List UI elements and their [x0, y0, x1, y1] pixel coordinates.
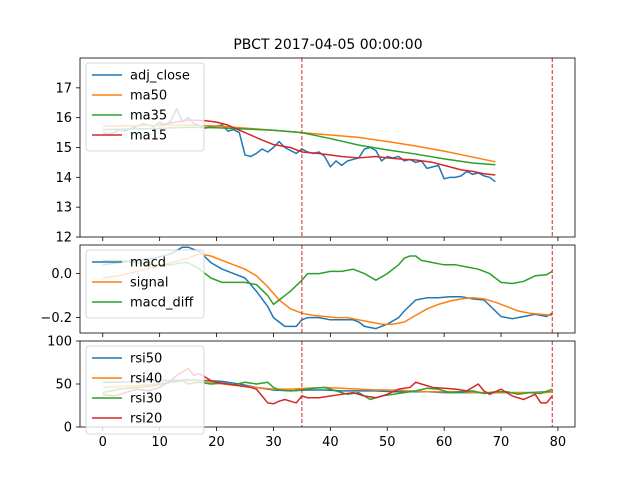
y-tick-label: 0.0: [51, 267, 72, 282]
y-tick-label: 13: [55, 201, 72, 216]
x-tick-label: 50: [379, 435, 396, 450]
legend-label: ma15: [130, 129, 167, 144]
legend-box: [85, 345, 205, 435]
x-tick-label: 10: [151, 435, 168, 450]
y-tick-label: 17: [55, 81, 72, 96]
rsi-panel: 0 50 100 rsi50 rsi40 rsi30 rsi20: [47, 335, 576, 436]
axes-frame: [79, 57, 576, 238]
macd-panel: −0.2 0.0 macd signal macd_diff: [40, 244, 576, 337]
legend-label: rsi50: [130, 352, 162, 367]
x-tick-label: 40: [322, 435, 339, 450]
legend-label: signal: [130, 276, 168, 291]
y-tick-label: −0.2: [40, 311, 72, 326]
y-tick-label: 12: [55, 231, 72, 246]
x-tick-label: 30: [265, 435, 282, 450]
x-tick-label: 80: [550, 435, 567, 450]
y-tick-label: 100: [47, 335, 72, 350]
x-axis: 0 10 20 30 40 50 60 70 80: [99, 435, 567, 450]
x-tick-label: 20: [208, 435, 225, 450]
legend-label: macd_diff: [130, 296, 194, 311]
chart-title: PBCT 2017-04-05 00:00:00: [233, 37, 422, 53]
legend-box: [85, 62, 205, 152]
x-tick-label: 70: [493, 435, 510, 450]
y-tick-label: 14: [55, 171, 72, 186]
price-panel: 12 13 14 15 16 17 adj_close ma50 ma35 ma15: [55, 57, 576, 246]
legend-label: adj_close: [130, 69, 190, 84]
axes-frame: [79, 244, 576, 334]
legend-label: rsi20: [130, 412, 162, 427]
x-tick-label: 60: [436, 435, 453, 450]
x-tick-label: 0: [99, 435, 107, 450]
legend-label: ma35: [130, 109, 167, 124]
legend-box: [85, 249, 205, 319]
series-line-macd: [102, 246, 553, 330]
y-tick-label: 15: [55, 141, 72, 156]
y-tick-label: 0: [64, 421, 72, 436]
legend-label: rsi40: [130, 372, 162, 387]
axes-frame: [79, 340, 576, 428]
legend-label: macd: [130, 256, 166, 271]
legend-label: rsi30: [130, 392, 162, 407]
series-line-ma15: [159, 119, 496, 176]
y-tick-label: 16: [55, 111, 72, 126]
legend-label: ma50: [130, 89, 167, 104]
y-tick-label: 50: [55, 378, 72, 393]
